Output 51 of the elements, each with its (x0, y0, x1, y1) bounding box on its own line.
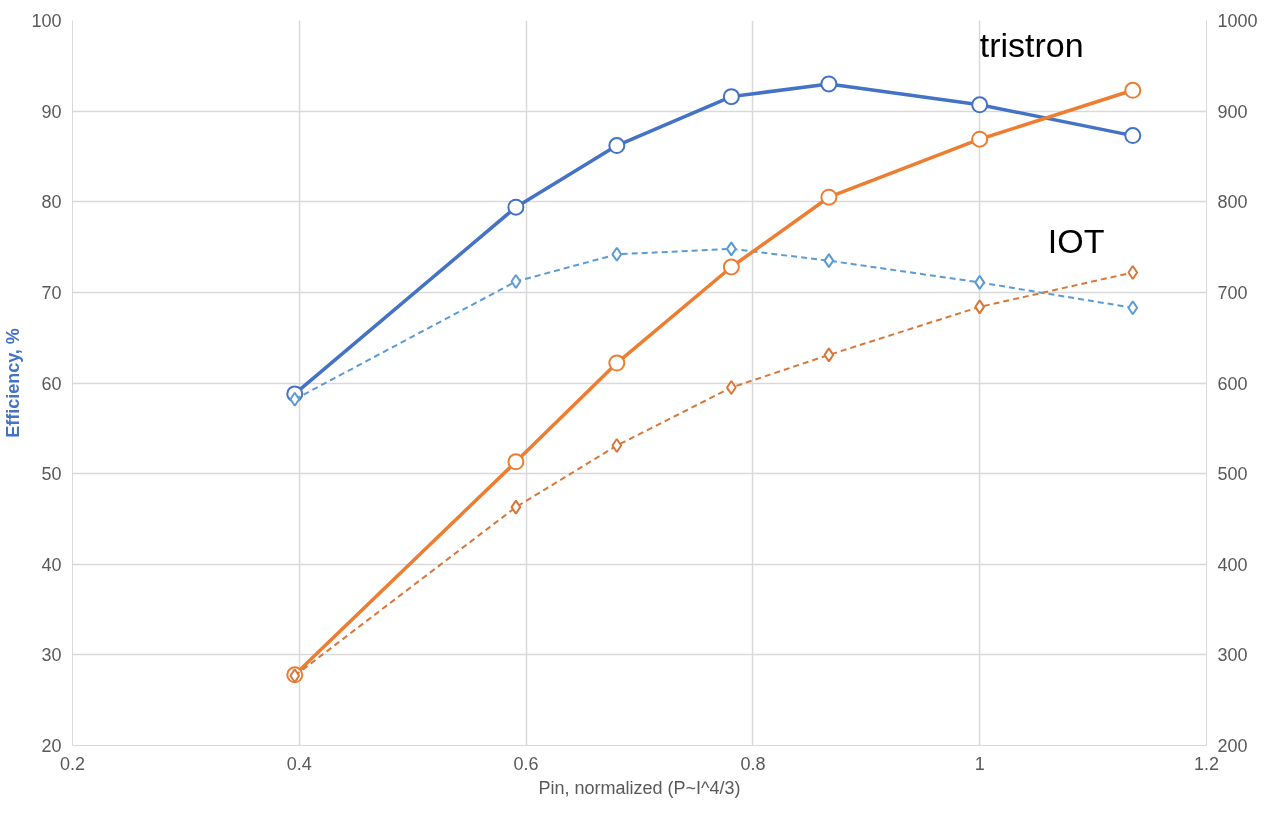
y2-tick-label: 1000 (1217, 11, 1258, 31)
point (722, 88, 740, 106)
point (1124, 127, 1142, 145)
y2-tick-label: 900 (1217, 101, 1248, 122)
x-tick-label: 1 (974, 753, 985, 774)
y-tick-label: 50 (41, 464, 62, 485)
y-tick-label: 30 (41, 645, 62, 666)
x-tick-label: 0.2 (59, 753, 86, 774)
point (820, 75, 838, 93)
annotation: tristron (979, 26, 1084, 64)
x-tick-label: 1.2 (1193, 753, 1220, 774)
y-tick-label: 60 (41, 373, 62, 394)
x-axis-title: Pin, normalized (P~I^4/3) (538, 777, 741, 798)
annotation: IOT (1047, 221, 1105, 260)
point (1127, 300, 1139, 316)
x-tick-label: 0.6 (513, 753, 539, 774)
y-tick-label: 20 (41, 736, 62, 756)
point (608, 354, 626, 372)
y2-tick-label: 700 (1217, 282, 1248, 303)
point (974, 299, 986, 315)
x-tick-label: 0.4 (286, 753, 312, 774)
point (611, 246, 623, 262)
y-axis-title: Efficiency, % (3, 328, 24, 438)
point (510, 274, 522, 289)
y-tick-label: 100 (31, 11, 62, 31)
y-tick-label: 70 (41, 282, 62, 303)
point (1124, 81, 1142, 99)
point (974, 274, 986, 290)
point (510, 499, 522, 515)
point (507, 198, 525, 216)
point (820, 188, 838, 206)
y-tick-label: 90 (41, 101, 62, 122)
point (823, 347, 835, 363)
point (722, 258, 740, 276)
y2-tick-label: 400 (1217, 554, 1248, 575)
y2-tick-label: 300 (1217, 645, 1248, 666)
point (507, 453, 525, 471)
y2-tick-label: 800 (1217, 192, 1248, 213)
point (1127, 264, 1139, 280)
point (823, 253, 835, 269)
point (971, 96, 989, 114)
y2-tick-label: 600 (1217, 373, 1248, 394)
y-tick-label: 40 (41, 554, 62, 575)
y2-tick-label: 500 (1217, 464, 1248, 485)
y-tick-label: 80 (41, 192, 62, 213)
y2-tick-label: 200 (1217, 736, 1248, 756)
x-tick-label: 0.8 (740, 753, 766, 774)
point (611, 438, 623, 454)
point (289, 391, 301, 407)
point (608, 137, 626, 155)
point (971, 130, 989, 148)
